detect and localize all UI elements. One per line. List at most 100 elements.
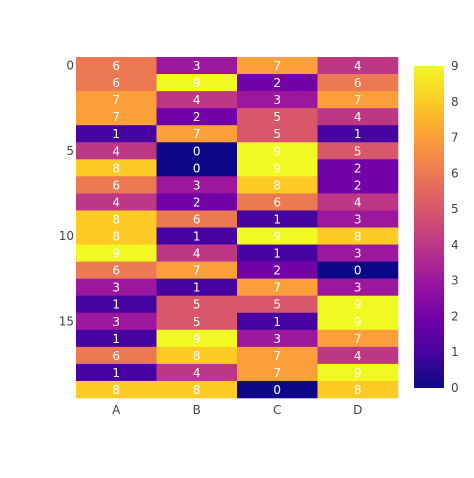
cell-value-label: 6 (112, 178, 120, 192)
heatmap-cell (156, 329, 238, 348)
heatmap-cell (76, 57, 157, 75)
cell-value-label: 1 (193, 281, 201, 295)
cell-value-label: 8 (112, 161, 120, 175)
y-tick-label: 15 (59, 314, 74, 328)
heatmap-cell (76, 142, 157, 160)
heatmap-cell (237, 261, 318, 279)
cell-value-label: 8 (354, 383, 362, 397)
heatmap-cell (237, 210, 318, 228)
cell-value-label: 4 (354, 59, 362, 73)
heatmap-cell (317, 210, 399, 228)
heatmap-cell (317, 312, 399, 331)
colorbar (414, 66, 444, 388)
heatmap-cell (76, 74, 157, 92)
cell-value-label: 1 (273, 315, 281, 329)
cell-value-label: 8 (112, 230, 120, 244)
heatmap-cell (156, 227, 238, 245)
heatmap-cell (317, 74, 399, 92)
cell-value-label: 8 (112, 383, 120, 397)
cell-value-label: 3 (112, 281, 120, 295)
heatmap-cell (237, 74, 318, 92)
heatmap-cell (317, 363, 399, 382)
cell-value-label: 8 (112, 212, 120, 226)
heatmap-cell (76, 159, 157, 177)
cell-value-label: 2 (354, 178, 362, 192)
heatmap-cell (76, 210, 157, 228)
heatmap-cell (156, 244, 238, 262)
heatmap-cell (237, 329, 318, 348)
y-tick-label: 5 (66, 144, 74, 158)
colorbar-tick-label: 2 (451, 309, 459, 323)
heatmap-cell (156, 210, 238, 228)
cell-value-label: 0 (193, 144, 201, 158)
colorbar-tick-label: 5 (451, 202, 459, 216)
heatmap-cell (156, 108, 238, 126)
cell-value-label: 9 (273, 230, 281, 244)
cell-value-label: 1 (112, 366, 120, 380)
cell-value-label: 4 (193, 366, 201, 380)
cell-value-label: 6 (112, 349, 120, 363)
y-tick-label: 10 (59, 229, 74, 243)
colorbar-tick-label: 9 (451, 59, 459, 73)
cell-value-label: 5 (273, 127, 281, 141)
heatmap-cell (237, 176, 318, 194)
heatmap-cell (317, 108, 399, 126)
heatmap-cell (237, 125, 318, 143)
cell-value-label: 7 (112, 110, 120, 124)
heatmap-cell (317, 295, 399, 314)
heatmap-cell (76, 244, 157, 262)
heatmap-cell (76, 329, 157, 348)
heatmap-cell (237, 227, 318, 245)
heatmap-cell (237, 159, 318, 177)
cell-value-label: 7 (112, 93, 120, 107)
heatmap-cell (237, 278, 318, 296)
heatmap-cell (156, 346, 238, 365)
colorbar-tick-label: 1 (451, 345, 459, 359)
cell-value-label: 4 (354, 349, 362, 363)
cell-value-label: 2 (193, 195, 201, 209)
cell-value-label: 3 (273, 93, 281, 107)
cell-value-label: 3 (354, 212, 362, 226)
cell-value-label: 9 (354, 366, 362, 380)
cell-value-label: 9 (273, 144, 281, 158)
cell-value-label: 4 (193, 93, 201, 107)
cell-value-label: 4 (354, 195, 362, 209)
heatmap-cell (76, 380, 157, 399)
heatmap-cell (237, 346, 318, 365)
heatmap-cell (76, 227, 157, 245)
heatmap-cell (76, 363, 157, 382)
cell-value-label: 6 (112, 76, 120, 90)
cell-value-label: 4 (354, 110, 362, 124)
colorbar-tick-label: 3 (451, 274, 459, 288)
heatmap-cell (237, 363, 318, 382)
heatmap-cell (317, 159, 399, 177)
cell-value-label: 2 (354, 161, 362, 175)
cell-value-label: 9 (193, 332, 201, 346)
heatmap-cell (76, 108, 157, 126)
heatmap-cell (156, 125, 238, 143)
heatmap-cell (76, 295, 157, 314)
cell-value-label: 2 (273, 76, 281, 90)
cell-value-label: 7 (193, 127, 201, 141)
heatmap-cell (76, 193, 157, 211)
x-tick-label: A (112, 403, 121, 417)
cell-value-label: 7 (354, 332, 362, 346)
y-tick-label: 0 (66, 59, 74, 73)
cell-value-label: 5 (193, 298, 201, 312)
heatmap-cell (237, 295, 318, 314)
heatmap-cell (317, 278, 399, 296)
heatmap-cell (237, 244, 318, 262)
cell-value-label: 1 (273, 212, 281, 226)
cell-value-label: 7 (273, 349, 281, 363)
cell-value-label: 2 (193, 110, 201, 124)
cell-value-label: 1 (112, 332, 120, 346)
x-tick-label: C (273, 403, 281, 417)
heatmap-cell (317, 261, 399, 279)
colorbar-tick-label: 6 (451, 166, 459, 180)
heatmap-cell (156, 312, 238, 331)
cell-value-label: 6 (354, 76, 362, 90)
heatmap-cell (317, 193, 399, 211)
cell-value-label: 9 (354, 315, 362, 329)
colorbar-tick-label: 4 (451, 238, 459, 252)
cell-value-label: 8 (273, 178, 281, 192)
